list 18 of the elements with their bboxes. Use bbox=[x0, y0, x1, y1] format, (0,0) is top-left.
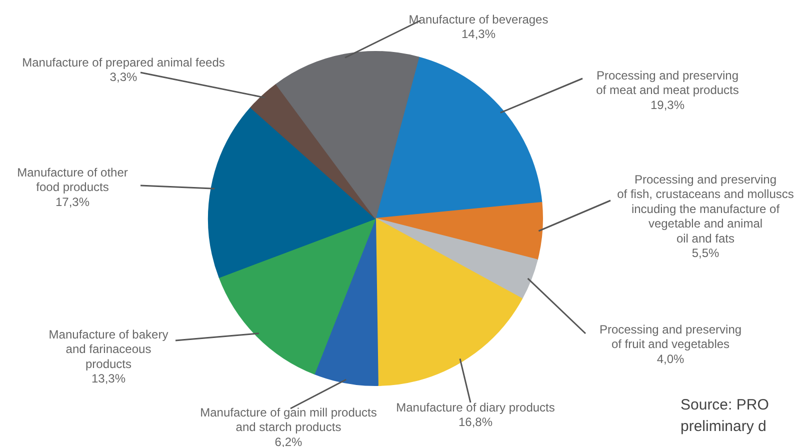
data-label: 5,5% bbox=[692, 246, 720, 260]
slice-label: Manufacture of gain mill products and starch products bbox=[200, 406, 377, 434]
source-note: Source: PRO preliminary d bbox=[680, 396, 769, 435]
data-label: 14,3% bbox=[461, 27, 496, 42]
slice-label: Manufacture of prepared animal feeds bbox=[22, 56, 225, 70]
slice-label: Processing and preserving of fruit and vegetables bbox=[599, 322, 742, 352]
slice-label: Manufacture of other food products bbox=[17, 166, 128, 194]
slice-label: Processing and preserving of meat and meat products bbox=[596, 68, 739, 98]
slice-label: Manufacture of beverages bbox=[408, 12, 548, 26]
data-label: 16,8% bbox=[458, 415, 493, 430]
data-label: 4,0% bbox=[656, 352, 685, 366]
slice-label: Processing and preserving of fish, crustaceans and molluscs incuding the manufacture of vegetable and animal oil and fats bbox=[617, 172, 794, 246]
slice-label: Manufacture of bakery and farinaceous products bbox=[48, 328, 168, 371]
data-label: 19,3% bbox=[650, 98, 685, 112]
data-label: 13,3% bbox=[91, 372, 126, 386]
data-label: 17,3% bbox=[55, 194, 90, 209]
data-label: 3,3% bbox=[110, 70, 138, 84]
slice-label: Manufacture of diary products bbox=[396, 400, 555, 414]
